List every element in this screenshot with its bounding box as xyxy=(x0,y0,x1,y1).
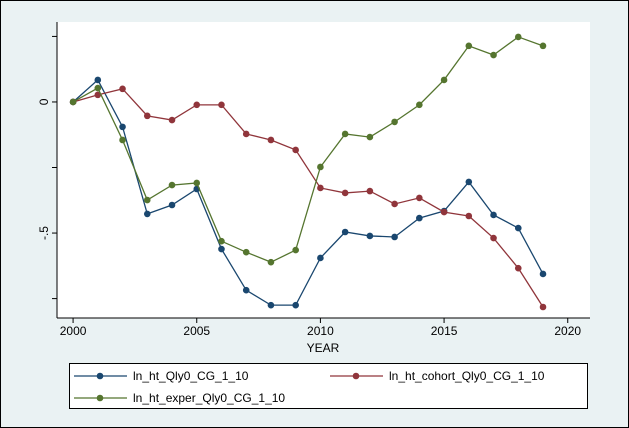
data-point xyxy=(440,76,448,84)
data-point xyxy=(267,258,275,266)
data-point xyxy=(143,210,151,218)
data-point xyxy=(267,301,275,309)
data-point xyxy=(168,116,176,124)
data-point xyxy=(391,200,398,208)
data-point xyxy=(168,181,176,189)
legend-label: ln_ht_Qly0_CG_1_10 xyxy=(133,369,249,383)
x-tick-label: 2000 xyxy=(60,324,87,338)
data-point xyxy=(143,196,151,204)
y-tick-label: 0 xyxy=(37,98,51,105)
data-point xyxy=(465,212,473,220)
data-point xyxy=(267,136,275,144)
data-point xyxy=(193,179,201,187)
data-point xyxy=(119,123,126,131)
legend-marker xyxy=(96,394,104,402)
legend-label: ln_ht_exper_Qly0_CG_1_10 xyxy=(133,391,285,405)
data-point xyxy=(366,187,374,195)
data-point xyxy=(341,130,349,138)
plot-area xyxy=(57,22,590,318)
data-point xyxy=(242,130,250,138)
data-point xyxy=(218,237,225,245)
data-point xyxy=(292,146,299,154)
series-line xyxy=(72,78,544,306)
data-point xyxy=(416,214,423,222)
data-point xyxy=(69,98,77,106)
data-point xyxy=(317,163,324,171)
data-point xyxy=(391,233,398,241)
data-point xyxy=(168,201,176,209)
data-point xyxy=(143,112,151,120)
data-point xyxy=(341,189,349,197)
legend-marker xyxy=(96,372,104,380)
data-point xyxy=(514,264,522,272)
data-point xyxy=(539,303,547,311)
data-point xyxy=(119,85,126,93)
legend-label: ln_ht_cohort_Qly0_CG_1_10 xyxy=(389,369,545,383)
data-point xyxy=(366,133,374,141)
data-point xyxy=(440,208,448,216)
data-point xyxy=(490,51,497,59)
data-point xyxy=(94,91,102,99)
data-point xyxy=(539,42,547,50)
data-point xyxy=(218,101,225,109)
data-point xyxy=(193,101,201,109)
data-point xyxy=(119,136,126,144)
data-point xyxy=(292,301,299,309)
data-point xyxy=(218,245,225,253)
data-point xyxy=(94,84,102,92)
data-point xyxy=(514,33,522,41)
data-point xyxy=(292,246,299,254)
data-point xyxy=(242,248,250,256)
data-point xyxy=(416,194,423,202)
data-point xyxy=(465,178,473,186)
x-tick-label: 2020 xyxy=(554,324,581,338)
data-point xyxy=(490,234,497,242)
data-point xyxy=(366,232,374,240)
data-point xyxy=(539,270,547,278)
data-point xyxy=(514,224,522,232)
data-point xyxy=(317,254,324,262)
series-line xyxy=(72,88,544,308)
data-point xyxy=(391,118,398,126)
data-point xyxy=(341,228,349,236)
x-tick-label: 2015 xyxy=(431,324,458,338)
legend-marker xyxy=(352,372,360,380)
x-axis-title: YEAR xyxy=(307,341,340,355)
legend xyxy=(69,363,588,409)
series-line xyxy=(72,36,544,263)
y-tick-label: -.5 xyxy=(37,226,51,240)
data-point xyxy=(465,42,473,50)
data-point xyxy=(416,101,423,109)
x-tick-label: 2010 xyxy=(307,324,334,338)
data-point xyxy=(242,286,250,294)
x-tick-label: 2005 xyxy=(183,324,210,338)
data-point xyxy=(490,211,497,219)
data-point xyxy=(317,184,324,192)
data-point xyxy=(94,76,102,84)
